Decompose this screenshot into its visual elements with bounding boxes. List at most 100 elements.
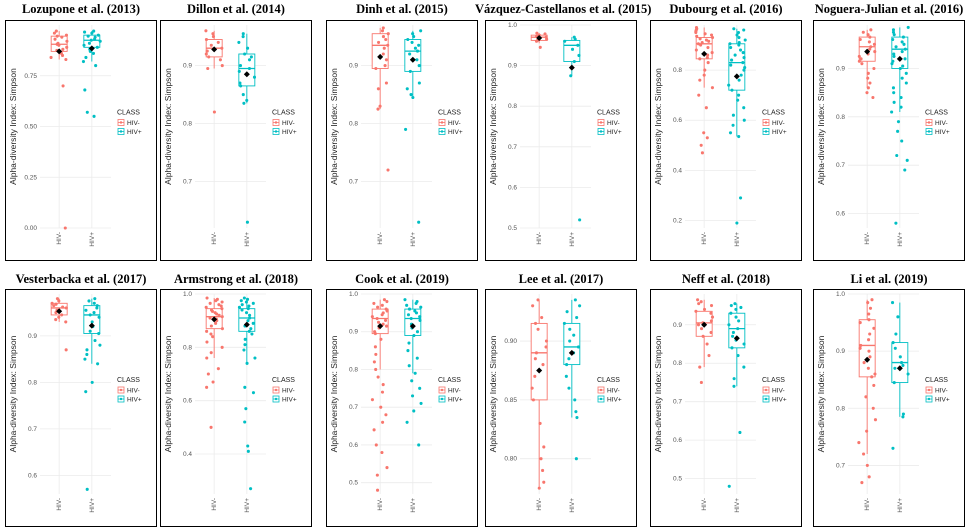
series-hivminus xyxy=(50,297,68,352)
data-point xyxy=(576,43,580,47)
x-tick-label: HIV- xyxy=(536,232,543,245)
data-point xyxy=(247,329,251,333)
legend-title: CLASS xyxy=(438,377,461,384)
chart-svg: 0.7 0.8 0.9 Alpha-diversity Index: Simpson H… xyxy=(163,25,297,247)
box xyxy=(530,322,548,401)
data-point xyxy=(411,32,415,36)
legend-swatch-dot xyxy=(119,388,123,392)
data-point xyxy=(407,364,411,368)
data-point xyxy=(242,101,246,105)
data-point xyxy=(57,299,61,303)
legend-key xyxy=(438,119,446,126)
y-tick-label: 0.7 xyxy=(673,399,682,406)
chart-panel: 0.2 0.4 0.6 0.8 Alpha-diversity Index: Simps… xyxy=(650,20,802,261)
data-point xyxy=(95,304,99,308)
data-point xyxy=(380,390,385,394)
legend-label: HIV+ xyxy=(448,396,463,403)
legend-key xyxy=(762,386,770,394)
data-point xyxy=(705,136,709,140)
data-point xyxy=(865,91,869,95)
legend-key xyxy=(597,386,605,394)
y-tick-label: 0.5 xyxy=(673,476,682,483)
data-point xyxy=(244,300,248,304)
mean-marker xyxy=(88,322,95,329)
data-point xyxy=(707,353,711,358)
data-point xyxy=(872,66,876,71)
series-hivplus xyxy=(237,296,257,491)
legend-label: HIV+ xyxy=(935,396,950,403)
data-point xyxy=(741,61,745,65)
data-point xyxy=(381,322,385,326)
series-hivplus xyxy=(890,25,910,225)
legend-title: CLASS xyxy=(597,110,620,117)
y-tick-label: 0.6 xyxy=(673,437,682,444)
panel-title: Lee et al. (2017) xyxy=(518,272,604,286)
legend-title: CLASS xyxy=(272,377,295,384)
data-point xyxy=(83,88,87,92)
data-point xyxy=(873,50,877,54)
data-point xyxy=(537,486,541,490)
data-point xyxy=(209,351,213,355)
data-point xyxy=(731,113,735,117)
box xyxy=(728,43,746,91)
mean-marker xyxy=(568,64,575,71)
panel-title: Cook et al. (2019) xyxy=(355,272,449,286)
data-point xyxy=(869,28,873,32)
y-tick-label: 0.6 xyxy=(349,442,358,449)
mean-marker xyxy=(377,323,384,330)
data-point xyxy=(374,352,378,356)
data-point xyxy=(83,30,87,34)
y-tick-label: 0.7 xyxy=(836,162,845,169)
data-point xyxy=(209,425,213,429)
data-point xyxy=(414,301,418,305)
data-point xyxy=(381,383,385,387)
mean-marker xyxy=(536,34,543,41)
y-tick-label: 0.9 xyxy=(183,63,192,70)
data-point xyxy=(737,40,741,45)
data-point xyxy=(871,95,875,100)
data-point xyxy=(243,385,247,389)
data-point xyxy=(900,139,904,143)
data-point xyxy=(530,386,534,390)
data-point xyxy=(242,296,246,300)
data-point xyxy=(904,81,908,85)
data-point xyxy=(405,303,409,307)
data-point xyxy=(743,38,747,42)
data-point xyxy=(247,304,251,308)
data-point xyxy=(572,333,576,337)
y-tick-label: 0.9 xyxy=(349,63,358,70)
legend-label: HIV- xyxy=(127,120,140,127)
legend-swatch-dot xyxy=(764,121,768,124)
data-point xyxy=(413,371,417,375)
y-tick-label: 0.8 xyxy=(349,366,358,373)
data-point xyxy=(385,466,389,470)
data-point xyxy=(249,55,253,59)
series-hivminus xyxy=(530,298,549,490)
data-point xyxy=(205,356,209,360)
data-point xyxy=(60,35,64,39)
x-tick-label: HIV- xyxy=(56,498,63,511)
data-point xyxy=(534,351,539,355)
series-hivminus xyxy=(370,298,389,492)
data-point xyxy=(215,312,219,316)
series-hivminus xyxy=(371,26,390,172)
data-point xyxy=(741,51,745,55)
data-point xyxy=(894,45,898,49)
data-point xyxy=(738,430,742,435)
data-point xyxy=(568,339,572,343)
legend-swatch-dot xyxy=(599,388,603,392)
legend-label: HIV- xyxy=(282,120,295,127)
data-point xyxy=(211,35,216,39)
y-tick-label: 0.8 xyxy=(183,121,192,128)
data-point xyxy=(699,43,703,47)
data-point xyxy=(204,305,208,309)
data-point xyxy=(381,26,385,30)
data-point xyxy=(57,315,61,319)
data-point xyxy=(575,415,579,420)
data-point xyxy=(891,446,895,450)
data-point xyxy=(735,221,739,225)
mean-marker xyxy=(88,45,95,52)
data-point xyxy=(892,381,896,385)
data-point xyxy=(872,383,876,387)
data-point xyxy=(209,324,213,328)
